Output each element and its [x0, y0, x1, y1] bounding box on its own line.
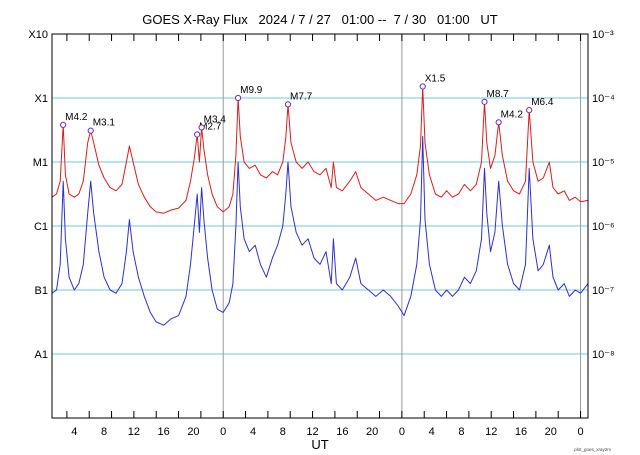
flare-label: M7.7	[290, 91, 313, 102]
flare-marker	[526, 107, 533, 114]
y-tick-label-left: A1	[35, 349, 48, 361]
x-tick-label: 12	[306, 426, 318, 438]
y-tick-label-right: 10⁻⁶	[592, 221, 615, 233]
right-axis-labels: 10⁻⁸ 10⁻⁷ 10⁻⁶ 10⁻⁵ 10⁻⁴ 10⁻³	[592, 29, 615, 361]
y-tick-label-left: M1	[33, 157, 48, 169]
x-tick-label: 4	[71, 426, 77, 438]
flare-label: M3.4	[204, 114, 227, 125]
flare-label: M8.7	[487, 89, 510, 100]
flare-marker	[419, 83, 426, 90]
x-tick-label: 4	[429, 426, 435, 438]
series-line-short	[51, 135, 589, 326]
flare-marker	[198, 124, 205, 131]
class-level-gridlines	[52, 97, 588, 355]
day-boundary-lines	[222, 34, 582, 418]
flare-label: M6.4	[531, 97, 554, 108]
flare-marker	[194, 131, 201, 138]
series-line-long	[51, 86, 589, 214]
x-tick-label: 12	[128, 426, 140, 438]
flare-label: M2.7	[199, 121, 222, 132]
y-tick-label-right: 10⁻⁵	[592, 157, 615, 169]
y-tick-label-right: 10⁻³	[592, 29, 614, 41]
x-axis-label: UT	[311, 437, 328, 452]
x-tick-label: 16	[158, 426, 170, 438]
x-tick-label: 0	[220, 426, 226, 438]
x-axis-tick-labels: 4 8 12 16 20 0 4 8 12 16 20 0 4 8 12 16 20 0	[71, 426, 583, 438]
x-tick-label: 20	[366, 426, 378, 438]
y-tick-label-right: 10⁻⁸	[592, 349, 615, 361]
left-axis-labels: A1 B1 C1 M1 X1 X10	[28, 29, 48, 361]
flare-label: M4.2	[65, 112, 88, 123]
y-tick-label-left: X10	[28, 29, 48, 41]
x-tick-label: 16	[336, 426, 348, 438]
y-tick-label-left: C1	[34, 221, 48, 233]
y-tick-label-left: B1	[35, 285, 48, 297]
y-tick-label-right: 10⁻⁴	[592, 93, 615, 105]
flare-marker	[235, 94, 242, 102]
plot-credit: plot_goes_xray2m	[574, 447, 611, 452]
x-tick-label: 0	[577, 426, 583, 438]
x-tick-label: 8	[280, 426, 286, 438]
x-tick-label: 8	[458, 426, 464, 438]
x-tick-label: 20	[545, 426, 557, 438]
x-axis-ticks	[66, 34, 582, 418]
x-tick-label: 12	[485, 426, 497, 438]
flare-marker	[87, 127, 94, 134]
flare-label: M4.2	[501, 109, 524, 120]
flare-marker	[60, 121, 67, 128]
y-tick-label-left: X1	[35, 93, 48, 105]
flare-label: X1.5	[425, 73, 446, 84]
flare-marker	[284, 101, 292, 108]
flare-markers: M4.2 M3.1 M2.7M3.4 M9.9 M7.7 X1.5 M8.7 M4.2 M6.4	[60, 73, 554, 138]
flare-marker	[481, 98, 488, 105]
x-tick-label: 8	[101, 426, 107, 438]
x-tick-label: 4	[250, 426, 256, 438]
flare-label: M3.1	[93, 118, 116, 129]
plot-frame	[51, 33, 589, 419]
x-tick-label: 16	[515, 426, 527, 438]
series-layer	[51, 86, 589, 326]
x-tick-label: 0	[399, 426, 405, 438]
flare-marker	[495, 119, 502, 126]
x-tick-label: 20	[187, 426, 199, 438]
y-tick-label-right: 10⁻⁷	[592, 285, 614, 297]
chart-title: GOES X-Ray Flux 2024 / 7 / 27 01:00 -- 7…	[142, 12, 498, 27]
flare-label: M9.9	[240, 85, 263, 96]
